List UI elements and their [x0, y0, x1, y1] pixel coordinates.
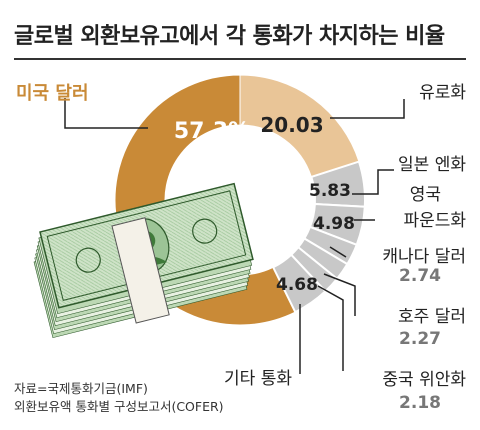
- value-label-cny: 2.18: [399, 393, 441, 413]
- leader-line-jpy: [352, 169, 394, 195]
- value-label-eur: 20.03: [260, 113, 323, 137]
- category-label-gbp-line1: 영국: [410, 185, 441, 205]
- leader-line-cad: [329, 246, 347, 258]
- bill-band: [111, 217, 170, 324]
- value-label-jpy: 5.83: [309, 181, 351, 201]
- chart-title: 글로벌 외환보유고에서 각 통화가 차지하는 비율: [14, 24, 445, 49]
- value-label-other: 4.68: [276, 275, 318, 295]
- value-label-cad: 2.74: [399, 266, 441, 286]
- category-label-eur: 유로화: [419, 83, 466, 103]
- category-label-gbp-line2: 파운드화: [403, 211, 466, 231]
- title-divider: [14, 58, 466, 60]
- category-label-aud: 호주 달러: [398, 307, 466, 327]
- dollar-bills-illustration: [33, 182, 254, 339]
- value-label-usd: 57.3%: [174, 119, 250, 144]
- category-label-other: 기타 통화: [224, 369, 292, 389]
- value-label-aud: 2.27: [399, 329, 441, 349]
- category-label-usd: 미국 달러: [16, 83, 89, 104]
- category-label-cny: 중국 위안화: [382, 370, 466, 390]
- leader-line-usd: [64, 98, 148, 129]
- leader-line-cny: [317, 285, 344, 371]
- value-label-gbp: 4.98: [313, 214, 355, 234]
- source-line-1: 자료=국제통화기금(IMF): [14, 381, 148, 396]
- leader-line-aud: [323, 273, 356, 316]
- source-line-2: 외환보유액 통화별 구성보고서(COFER): [14, 399, 224, 414]
- category-label-cad: 캐나다 달러: [382, 247, 466, 267]
- leader-line-eur: [330, 99, 405, 119]
- slice-other: [271, 253, 327, 314]
- category-label-jpy: 일본 엔화: [398, 155, 466, 175]
